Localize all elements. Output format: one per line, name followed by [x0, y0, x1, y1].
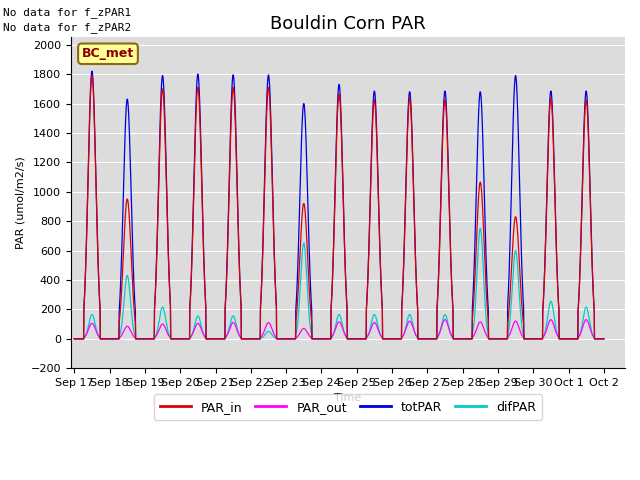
Legend: PAR_in, PAR_out, totPAR, difPAR: PAR_in, PAR_out, totPAR, difPAR	[154, 394, 542, 420]
Text: No data for f_zPAR1: No data for f_zPAR1	[3, 7, 131, 18]
Title: Bouldin Corn PAR: Bouldin Corn PAR	[270, 15, 426, 33]
Text: No data for f_zPAR2: No data for f_zPAR2	[3, 22, 131, 33]
X-axis label: Time: Time	[334, 394, 362, 404]
Text: BC_met: BC_met	[82, 47, 134, 60]
Y-axis label: PAR (umol/m2/s): PAR (umol/m2/s)	[15, 156, 25, 249]
